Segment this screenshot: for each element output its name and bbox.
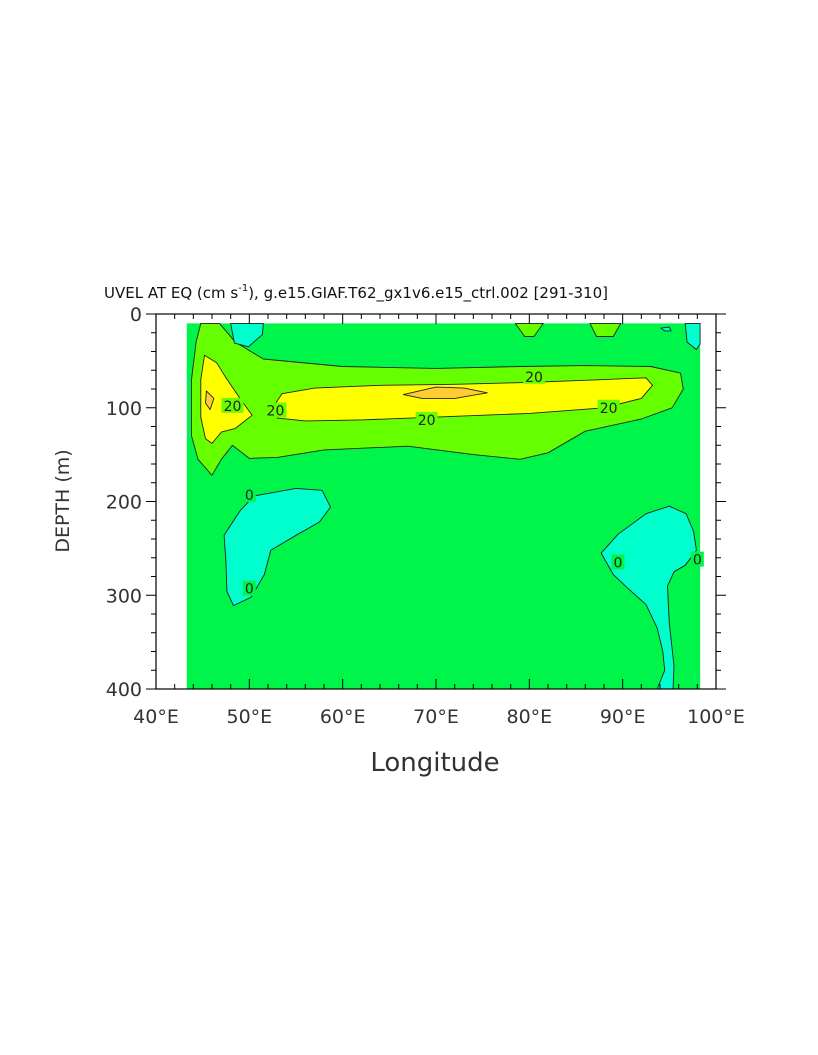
x-tick-label: 100°E xyxy=(687,706,745,728)
contour-label-4: 20 xyxy=(600,401,618,417)
y-axis-title: DEPTH (m) xyxy=(52,449,74,552)
chart-title: UVEL AT EQ (cm s-1), g.e15.GIAF.T62_gx1v… xyxy=(104,283,608,303)
contour-label-8: 0 xyxy=(693,553,702,569)
contour-label-bg-6 xyxy=(242,580,256,596)
contour-label-6: 0 xyxy=(245,582,254,598)
x-tick-label: 50°E xyxy=(226,706,272,728)
contour-label-2: 20 xyxy=(525,370,543,386)
contour-label-bg-8 xyxy=(690,551,704,567)
chart-title-main: UVEL AT EQ (cm s xyxy=(104,284,238,302)
contour-region-6 xyxy=(402,386,488,399)
contour-label-bg-4 xyxy=(597,399,620,415)
x-axis-title: Longitude xyxy=(370,748,499,778)
contour-label-7: 0 xyxy=(614,555,623,571)
contour-label-1: 20 xyxy=(267,404,285,420)
contour-label-bg-2 xyxy=(523,368,545,384)
contour-region-8 xyxy=(223,487,331,607)
contour-region-5 xyxy=(205,390,215,411)
contour-label-bg-3 xyxy=(415,411,438,427)
contour-label-bg-5 xyxy=(242,486,256,502)
contour-label-bg-0 xyxy=(221,397,244,413)
y-tick-label: 300 xyxy=(106,585,142,607)
x-tick-label: 80°E xyxy=(506,706,552,728)
y-tick-label: 0 xyxy=(130,304,142,326)
contour-region-11 xyxy=(660,326,672,332)
x-tick-label: 90°E xyxy=(600,706,646,728)
contour-label-3: 20 xyxy=(418,413,436,429)
chart-title-rest: ), g.e15.GIAF.T62_gx1v6.e15_ctrl.002 [29… xyxy=(248,284,608,303)
x-tick-label: 70°E xyxy=(413,706,459,728)
x-tick-label: 60°E xyxy=(320,706,366,728)
contour-region-2 xyxy=(589,322,622,337)
y-tick-label: 200 xyxy=(106,492,142,514)
y-tick-label: 400 xyxy=(106,679,142,701)
contour-labels: 20 20 20 20 20 0 0 0 0 xyxy=(221,368,704,598)
contour-label-5: 0 xyxy=(245,488,254,504)
chart-title-superscript: -1 xyxy=(238,283,248,294)
contour-label-bg-1 xyxy=(264,402,287,418)
contour-region-9 xyxy=(600,505,697,690)
contour-fills xyxy=(186,322,701,690)
contour-label-bg-7 xyxy=(611,554,625,570)
x-tick-label: 40°E xyxy=(133,706,179,728)
contour-region-4 xyxy=(272,377,653,422)
contour-region-1 xyxy=(514,322,544,337)
contour-region-7 xyxy=(230,322,264,348)
contour-label-0: 20 xyxy=(224,399,242,415)
y-tick-label: 100 xyxy=(106,398,142,420)
contour-region-10 xyxy=(684,322,701,351)
axes: 40°E 50°E 60°E 70°E 80°E 90°E 100°E01002003004… xyxy=(106,304,745,728)
